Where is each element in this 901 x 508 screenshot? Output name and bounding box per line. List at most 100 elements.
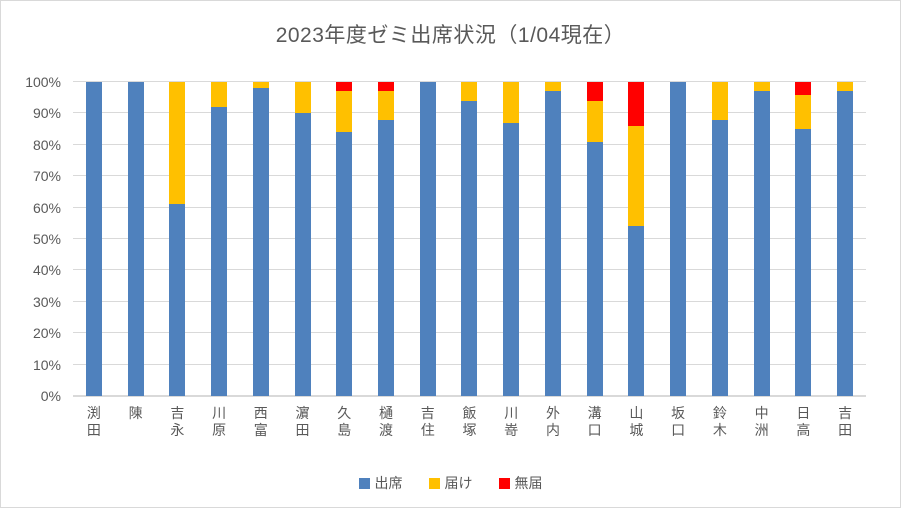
bar	[544, 82, 561, 396]
bar-segment-出席	[85, 82, 102, 396]
y-axis-label: 50%	[32, 231, 61, 247]
chart-title: 2023年度ゼミ出席状況（1/04現在）	[275, 24, 626, 47]
x-axis-label-char: 高	[796, 422, 811, 438]
x-axis-label: 陳	[115, 405, 157, 422]
legend-swatch-icon	[498, 477, 510, 489]
x-axis-label: 日高	[782, 405, 824, 439]
x-axis-label: 吉住	[407, 405, 449, 439]
x-axis-label-char: 口	[587, 422, 602, 438]
bar-segment-出席	[336, 132, 353, 396]
category-column: 吉住	[407, 82, 449, 438]
x-axis-label-char: 外	[545, 405, 560, 421]
x-axis-label-char: 嵜	[504, 422, 519, 438]
bar	[753, 82, 770, 396]
x-axis-label-char: 田	[86, 422, 101, 438]
x-axis-label-char: 陳	[128, 405, 143, 421]
bar-segment-出席	[753, 91, 770, 396]
bar	[419, 82, 436, 396]
x-axis-label-char: 山	[629, 405, 644, 421]
bar-segment-出席	[711, 119, 728, 396]
x-axis-label-char: 内	[545, 422, 560, 438]
bar-segment-届け	[711, 82, 728, 120]
x-axis-line	[73, 395, 866, 397]
category-column: 外内	[532, 82, 574, 438]
x-axis-label-char: 洲	[754, 422, 769, 438]
bar-segment-届け	[586, 100, 603, 142]
category-column: 溝口	[574, 82, 616, 438]
x-axis-label: 飯塚	[449, 405, 491, 439]
x-axis-label: 外内	[532, 405, 574, 439]
bar-segment-出席	[670, 82, 687, 396]
y-axis-label: 100%	[25, 74, 61, 90]
bar	[711, 82, 728, 396]
bar-segment-出席	[252, 88, 269, 396]
bar	[378, 82, 394, 396]
legend-label: 無届	[514, 475, 543, 491]
x-axis-label-char: 久	[337, 405, 352, 421]
category-column: 中洲	[741, 82, 783, 438]
x-axis-label-char: 坂	[671, 405, 686, 421]
bar-segment-無届	[336, 82, 353, 92]
x-axis-label-char: 川	[212, 405, 227, 421]
category-column: 久島	[323, 82, 365, 438]
bar-segment-届け	[837, 82, 854, 92]
bar-segment-届け	[461, 82, 478, 101]
x-axis-label: 久島	[323, 405, 365, 439]
bar	[628, 82, 645, 396]
category-column: 川嵜	[490, 82, 532, 438]
y-axis-label: 20%	[32, 325, 61, 342]
legend-swatch-icon	[358, 477, 370, 489]
x-axis-label: 溝口	[574, 405, 616, 439]
legend-item: 無届	[498, 473, 543, 493]
category-column: 山城	[616, 82, 658, 438]
y-axis-label: 80%	[32, 136, 61, 153]
x-axis-label-char: 濵	[295, 405, 310, 421]
bar-segment-届け	[753, 82, 770, 92]
x-axis-label-char: 口	[671, 422, 686, 438]
y-axis-label: 70%	[32, 168, 61, 185]
bar	[336, 82, 353, 396]
category-column: 吉田	[824, 82, 866, 438]
bar	[127, 82, 144, 396]
y-axis-label: 60%	[32, 199, 61, 216]
x-axis-label: 濵田	[282, 405, 324, 439]
x-axis-label: 川原	[198, 405, 240, 439]
x-axis-label-char: 永	[170, 422, 185, 438]
bar	[837, 82, 854, 396]
y-axis-label: 10%	[32, 356, 61, 373]
legend-swatch-icon	[428, 477, 440, 489]
x-axis-label: 中洲	[741, 405, 783, 439]
bar-segment-出席	[419, 82, 436, 396]
legend-item: 出席	[358, 473, 403, 493]
bar-segment-出席	[378, 119, 394, 396]
x-axis-label: 川嵜	[490, 405, 532, 439]
bar	[85, 82, 102, 396]
x-axis-label-char: 住	[420, 422, 435, 438]
x-axis-label-char: 鈴	[712, 405, 727, 421]
x-axis-label-char: 溝	[587, 405, 602, 421]
x-axis-label-char: 吉	[170, 405, 185, 421]
x-axis-label: 鈴木	[699, 405, 741, 439]
x-axis-label-char: 飯	[462, 405, 477, 421]
bar	[294, 82, 311, 396]
category-column: 吉永	[156, 82, 198, 438]
category-column: 鈴木	[699, 82, 741, 438]
x-axis-label-char: 吉	[838, 405, 853, 421]
bar-segment-届け	[294, 82, 311, 114]
bar-segment-出席	[294, 113, 311, 396]
bar-segment-届け	[544, 82, 561, 92]
bar-segment-無届	[378, 82, 394, 92]
category-column: 渕田	[73, 82, 115, 438]
x-axis-label-char: 富	[253, 422, 268, 438]
x-axis-label-char: 渕	[86, 405, 101, 421]
x-axis-label-char: 樋	[379, 405, 393, 421]
bar	[503, 82, 520, 396]
x-axis-label-char: 田	[295, 422, 310, 438]
x-axis-label: 渕田	[73, 405, 115, 439]
bar-segment-届け	[628, 125, 645, 227]
bar-segment-届け	[211, 82, 228, 108]
bar-segment-届け	[378, 91, 394, 120]
y-axis-label: 90%	[32, 105, 61, 122]
bar-segment-無届	[795, 82, 812, 95]
